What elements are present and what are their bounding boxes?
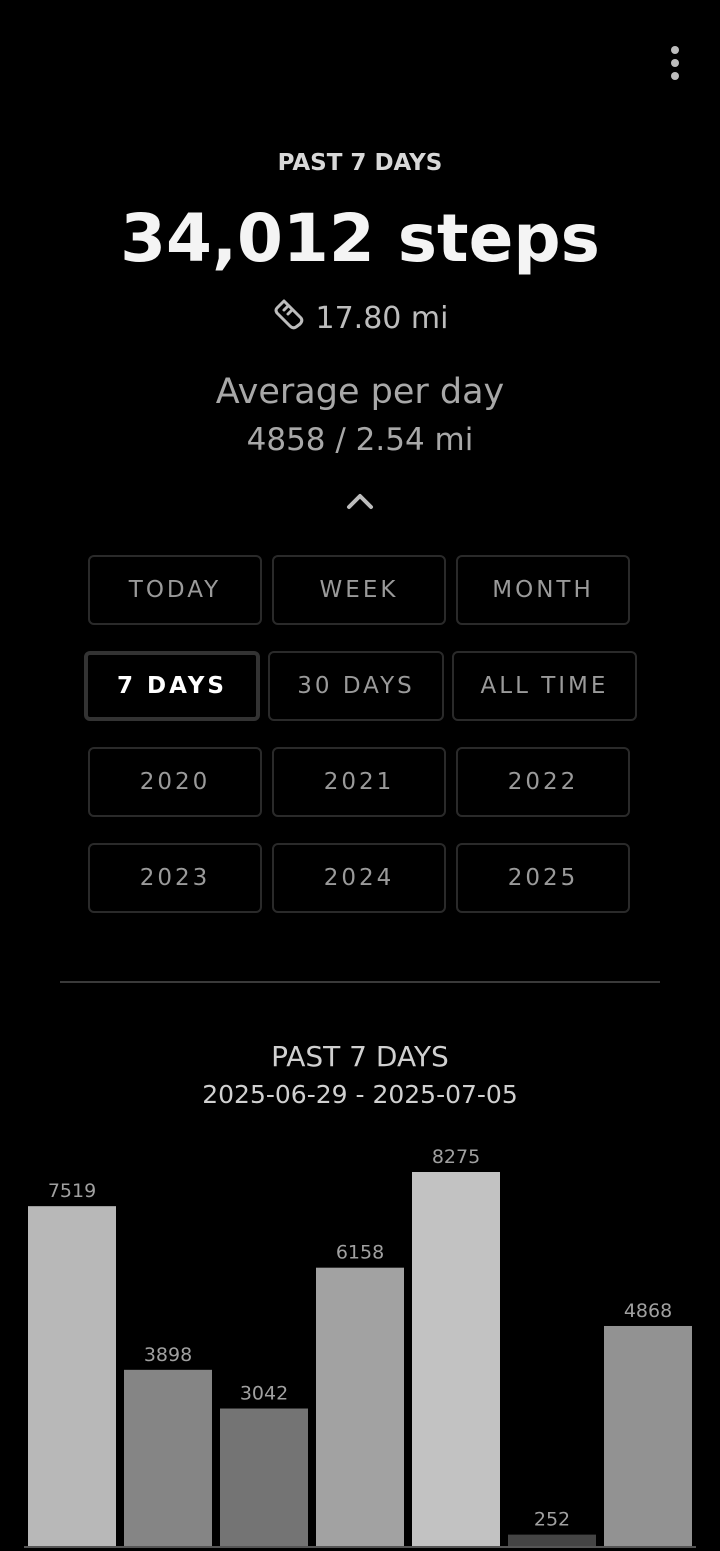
chart-bar-label-5: 252 [534,1509,570,1531]
range-button-week[interactable]: WEEK [272,555,446,625]
chart-bar-label-6: 4868 [624,1300,672,1322]
range-button-today[interactable]: TODAY [88,555,262,625]
period-label: PAST 7 DAYS [277,150,443,176]
distance-row: 17.80 mi [0,298,720,338]
chart-bar-6 [604,1325,692,1546]
range-button-30-days[interactable]: 30 DAYS [268,651,444,721]
range-button-2024[interactable]: 2024 [272,843,446,913]
range-button-2020[interactable]: 2020 [88,747,262,817]
range-button-month[interactable]: MONTH [456,555,630,625]
steps-bar-chart: 7519 3898 3042 6158 8275 252 4868 [24,1146,696,1548]
range-button-2023[interactable]: 2023 [88,843,262,913]
distance-value: 17.80 mi [315,300,449,336]
chevron-up-icon [346,492,374,514]
chart-bar-label-4: 8275 [432,1146,480,1168]
chart-bar-label-2: 3042 [240,1383,288,1405]
average-label: Average per day [215,372,505,412]
chart-title: PAST 7 DAYS [271,1040,449,1073]
divider [60,981,660,983]
more-options-button[interactable] [660,44,690,86]
shoe-icon [272,298,304,338]
average-value: 4858 / 2.54 mi [246,422,474,458]
chart-bar-3 [316,1267,404,1546]
chart-bar-label-3: 6158 [336,1242,384,1264]
chart-bar-5 [508,1534,596,1546]
chart-bar-label-1: 3898 [144,1344,192,1366]
more-vertical-icon [670,45,680,85]
range-button-7-days[interactable]: 7 DAYS [84,651,260,721]
range-button-2022[interactable]: 2022 [456,747,630,817]
steps-total: 34,012 steps [120,200,600,277]
chart-bar-2 [220,1408,308,1546]
collapse-button[interactable] [340,488,380,518]
range-button-2025[interactable]: 2025 [456,843,630,913]
range-button-2021[interactable]: 2021 [272,747,446,817]
chart-bar-label-0: 7519 [48,1180,96,1202]
chart-bar-1 [124,1369,212,1546]
chart-date-range: 2025-06-29 - 2025-07-05 [202,1080,518,1109]
chart-bar-0 [28,1206,116,1546]
range-button-all-time[interactable]: ALL TIME [452,651,637,721]
chart-bar-4 [412,1172,500,1546]
